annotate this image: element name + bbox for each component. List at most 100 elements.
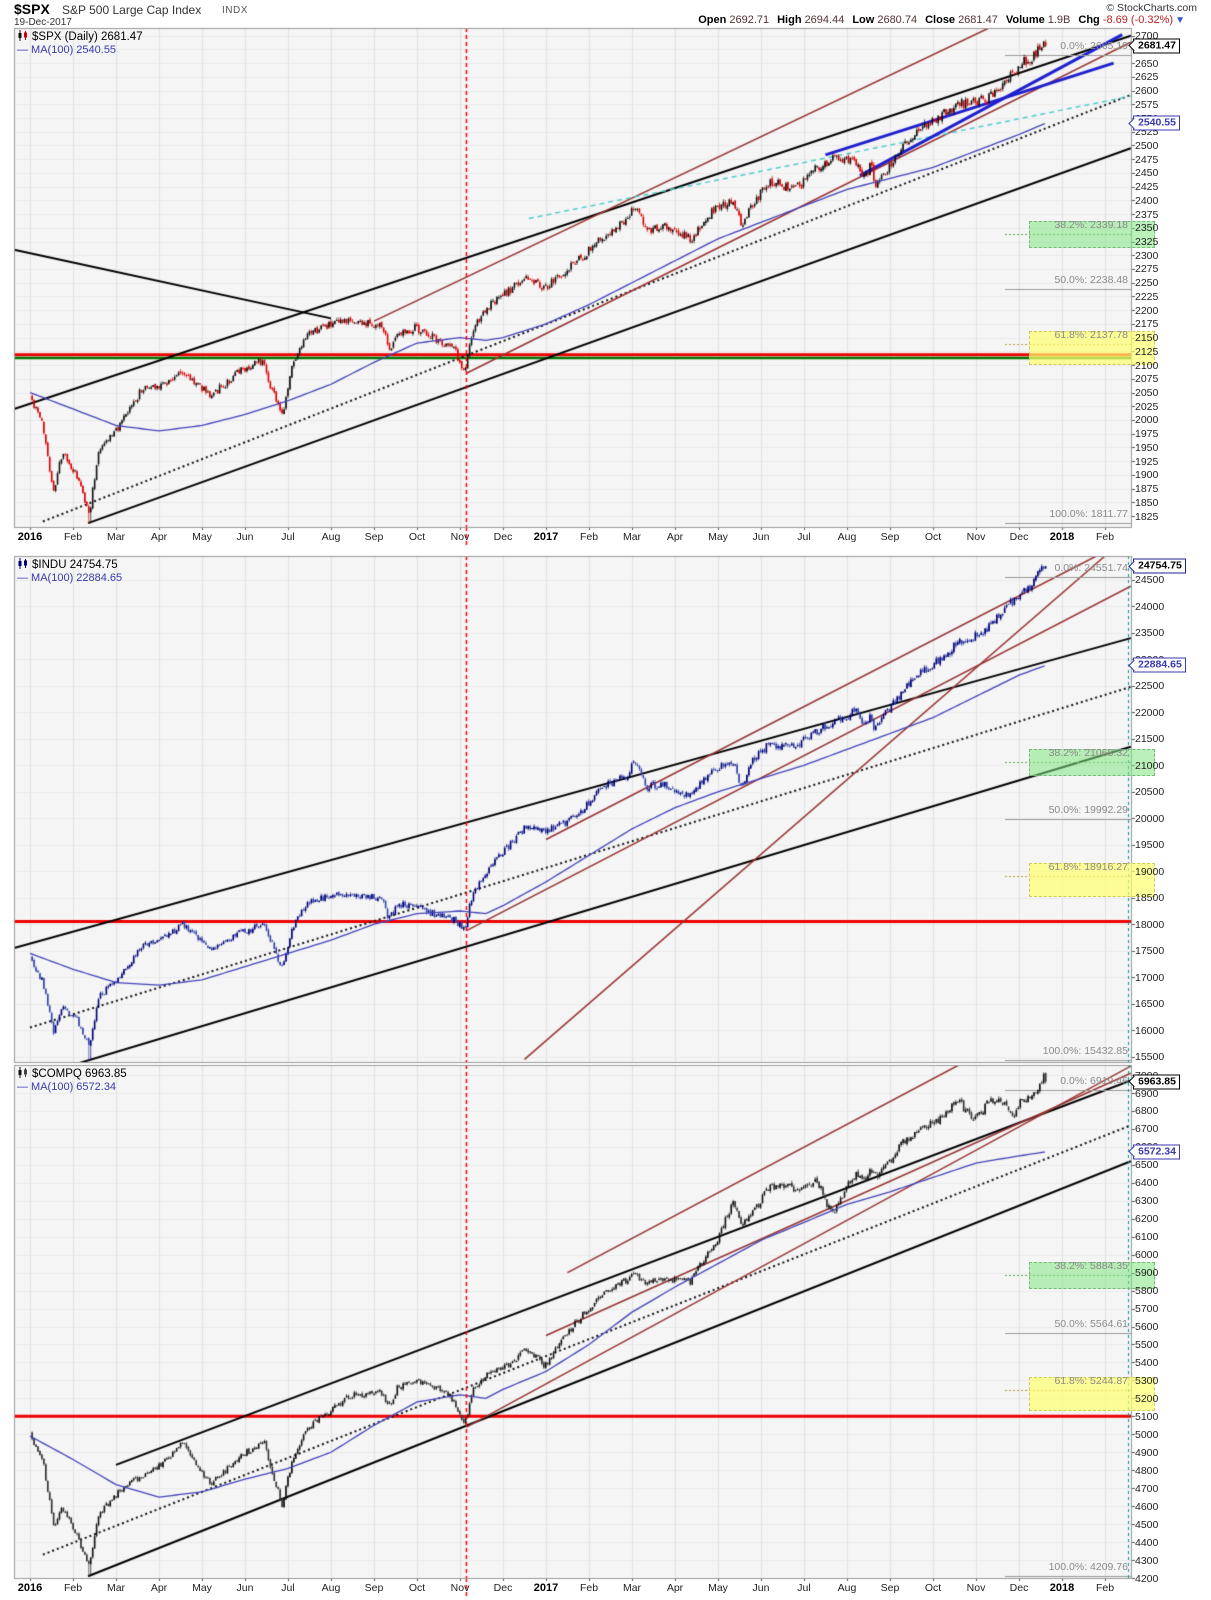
y-axis-tick-label: 2600 [1135,85,1159,98]
page-title-exchange: INDX [222,5,248,16]
stockcharts-credit: © StockCharts.com [1106,2,1197,14]
fib-highlight-band-yellow [1029,862,1155,897]
x-axis-month-label: Jun [236,531,254,543]
legend-symbol-text: $COMPQ 6963.85 [32,1068,127,1080]
y-axis-tick-label: 2000 [1135,414,1159,427]
quote-label-volume: Volume [1005,14,1045,26]
y-axis-tick-label: 6800 [1135,1105,1159,1118]
y-axis-tick-label: 2250 [1135,277,1159,290]
fib-retracement-label: 61.8%: 2137.78 [1054,329,1128,342]
fib-retracement-label: 61.8%: 18916.27 [1048,860,1128,873]
y-axis-tick-label: 2500 [1135,139,1159,152]
y-axis-tick-label: 6100 [1135,1231,1159,1244]
y-axis-tick-label: 2200 [1135,304,1159,317]
y-axis-tick-label: 4400 [1135,1536,1159,1549]
fib-retracement-label: 61.8%: 5244.87 [1054,1375,1128,1388]
quote-value-open: 2692.71 [729,14,770,26]
y-axis-tick-label: 2225 [1135,290,1159,303]
x-axis-month-label: Jul [797,531,811,543]
fib-retracement-label: 0.0%: 24551.74 [1054,562,1128,575]
y-axis-tick-label: 4200 [1135,1572,1159,1585]
y-axis-tick-label: 2025 [1135,400,1159,413]
x-axis-month-label: Oct [408,1582,426,1594]
x-axis-month-label: Nov [450,1582,470,1594]
x-axis-month-label: 2018 [1049,1582,1075,1594]
y-axis-tick-label: 2300 [1135,249,1159,262]
y-axis-tick-label: 6300 [1135,1195,1159,1208]
y-axis-tick-label: 1875 [1135,483,1159,496]
fib-retracement-label: 0.0%: 2665.19 [1060,39,1128,52]
fib-retracement-label: 38.2%: 21068.32 [1048,746,1128,759]
y-axis-tick-label: 2575 [1135,98,1159,111]
ohlc-quote-row: Open 2692.71 High 2694.44 Low 2680.74 Close 268… [690,14,1185,26]
y-axis-tick-label: 6900 [1135,1087,1159,1100]
x-axis-month-label: Oct [924,531,942,543]
x-axis-month-label: Sep [364,531,384,543]
y-axis-tick-label: 17500 [1135,945,1165,958]
x-axis-month-label: Oct [408,531,426,543]
fib-retracement-label: 50.0%: 19992.29 [1048,803,1128,816]
y-axis-tick-label: 19000 [1135,865,1165,878]
y-axis-tick-label: 18500 [1135,892,1165,905]
y-axis-tick-label: 1825 [1135,510,1159,523]
x-axis-month-label: 2016 [17,531,43,543]
fib-retracement-label: 100.0%: 1811.77 [1049,508,1128,521]
candlestick-icon [18,558,27,569]
x-axis-month-label: Sep [880,1582,900,1594]
last-price-tag: 6963.85 [1127,1074,1180,1090]
panel-legend-ma: — MA(100) 6572.34 [17,1081,117,1093]
y-axis-tick-label: 2175 [1135,318,1159,331]
x-axis-month-label: Dec [1009,531,1029,543]
y-axis-tick-label: 4700 [1135,1482,1159,1495]
y-axis-tick-label: 2375 [1135,208,1159,221]
panel-legend-indu: $INDU 24754.75 [17,558,118,571]
y-axis-tick-label: 6400 [1135,1177,1159,1190]
quote-value-close: 2681.47 [958,14,998,26]
x-axis-month-label: Feb [63,1582,83,1594]
last-price-tag: 2681.47 [1127,38,1180,54]
y-axis-tick-label: 4600 [1135,1500,1159,1513]
y-axis-tick-label: 2425 [1135,181,1159,194]
x-axis-month-label: Jun [752,1582,770,1594]
x-axis-month-label: Jul [281,1582,295,1594]
x-axis-month-label: Oct [924,1582,942,1594]
x-axis-month-label: 2017 [533,531,559,543]
x-axis-month-label: Dec [1009,1582,1029,1594]
y-axis-tick-label: 2350 [1135,222,1159,235]
quote-label-open: Open [698,14,727,26]
ma-price-tag: 2540.55 [1127,115,1180,131]
x-axis-month-label: May [708,531,728,543]
y-axis-tick-label: 4500 [1135,1518,1159,1531]
y-axis-tick-label: 5100 [1135,1410,1159,1423]
x-axis-month-label: 2016 [17,1582,43,1594]
fib-highlight-band-yellow [1029,331,1155,366]
y-axis-tick-label: 2275 [1135,263,1159,276]
y-axis-tick-label: 4900 [1135,1446,1159,1459]
fib-retracement-label: 38.2%: 2339.18 [1054,218,1128,231]
candlestick-icon [18,1067,27,1078]
x-axis-month-label: Jun [236,1582,254,1594]
x-axis-month-label: Jul [797,1582,811,1594]
y-axis-tick-label: 19500 [1135,839,1165,852]
quote-dropdown-icon[interactable]: ▼ [1175,15,1185,26]
x-axis-month-label: 2018 [1049,531,1075,543]
y-axis-tick-label: 1925 [1135,455,1159,468]
y-axis-tick-label: 15500 [1135,1051,1165,1064]
quote-value-volume: 1.9B [1047,14,1071,26]
y-axis-tick-label: 20500 [1135,786,1165,799]
quote-label-high: High [777,14,802,26]
x-axis-month-label: Feb [1095,1582,1115,1594]
x-axis-month-label: Sep [880,531,900,543]
y-axis-tick-label: 2325 [1135,236,1159,249]
x-axis-month-label: Mar [106,531,126,543]
y-axis-tick-label: 20000 [1135,812,1165,825]
x-axis-month-label: 2017 [533,1582,559,1594]
y-axis-tick-label: 24500 [1135,574,1165,587]
x-axis-month-label: Jul [281,531,295,543]
x-axis-month-label: Feb [1095,531,1115,543]
x-axis-month-label: Apr [666,1582,684,1594]
y-axis-tick-label: 6700 [1135,1123,1159,1136]
x-axis-month-label: Aug [837,531,857,543]
fib-retracement-label: 100.0%: 4209.76 [1048,1561,1128,1574]
x-axis-month-label: May [192,1582,212,1594]
